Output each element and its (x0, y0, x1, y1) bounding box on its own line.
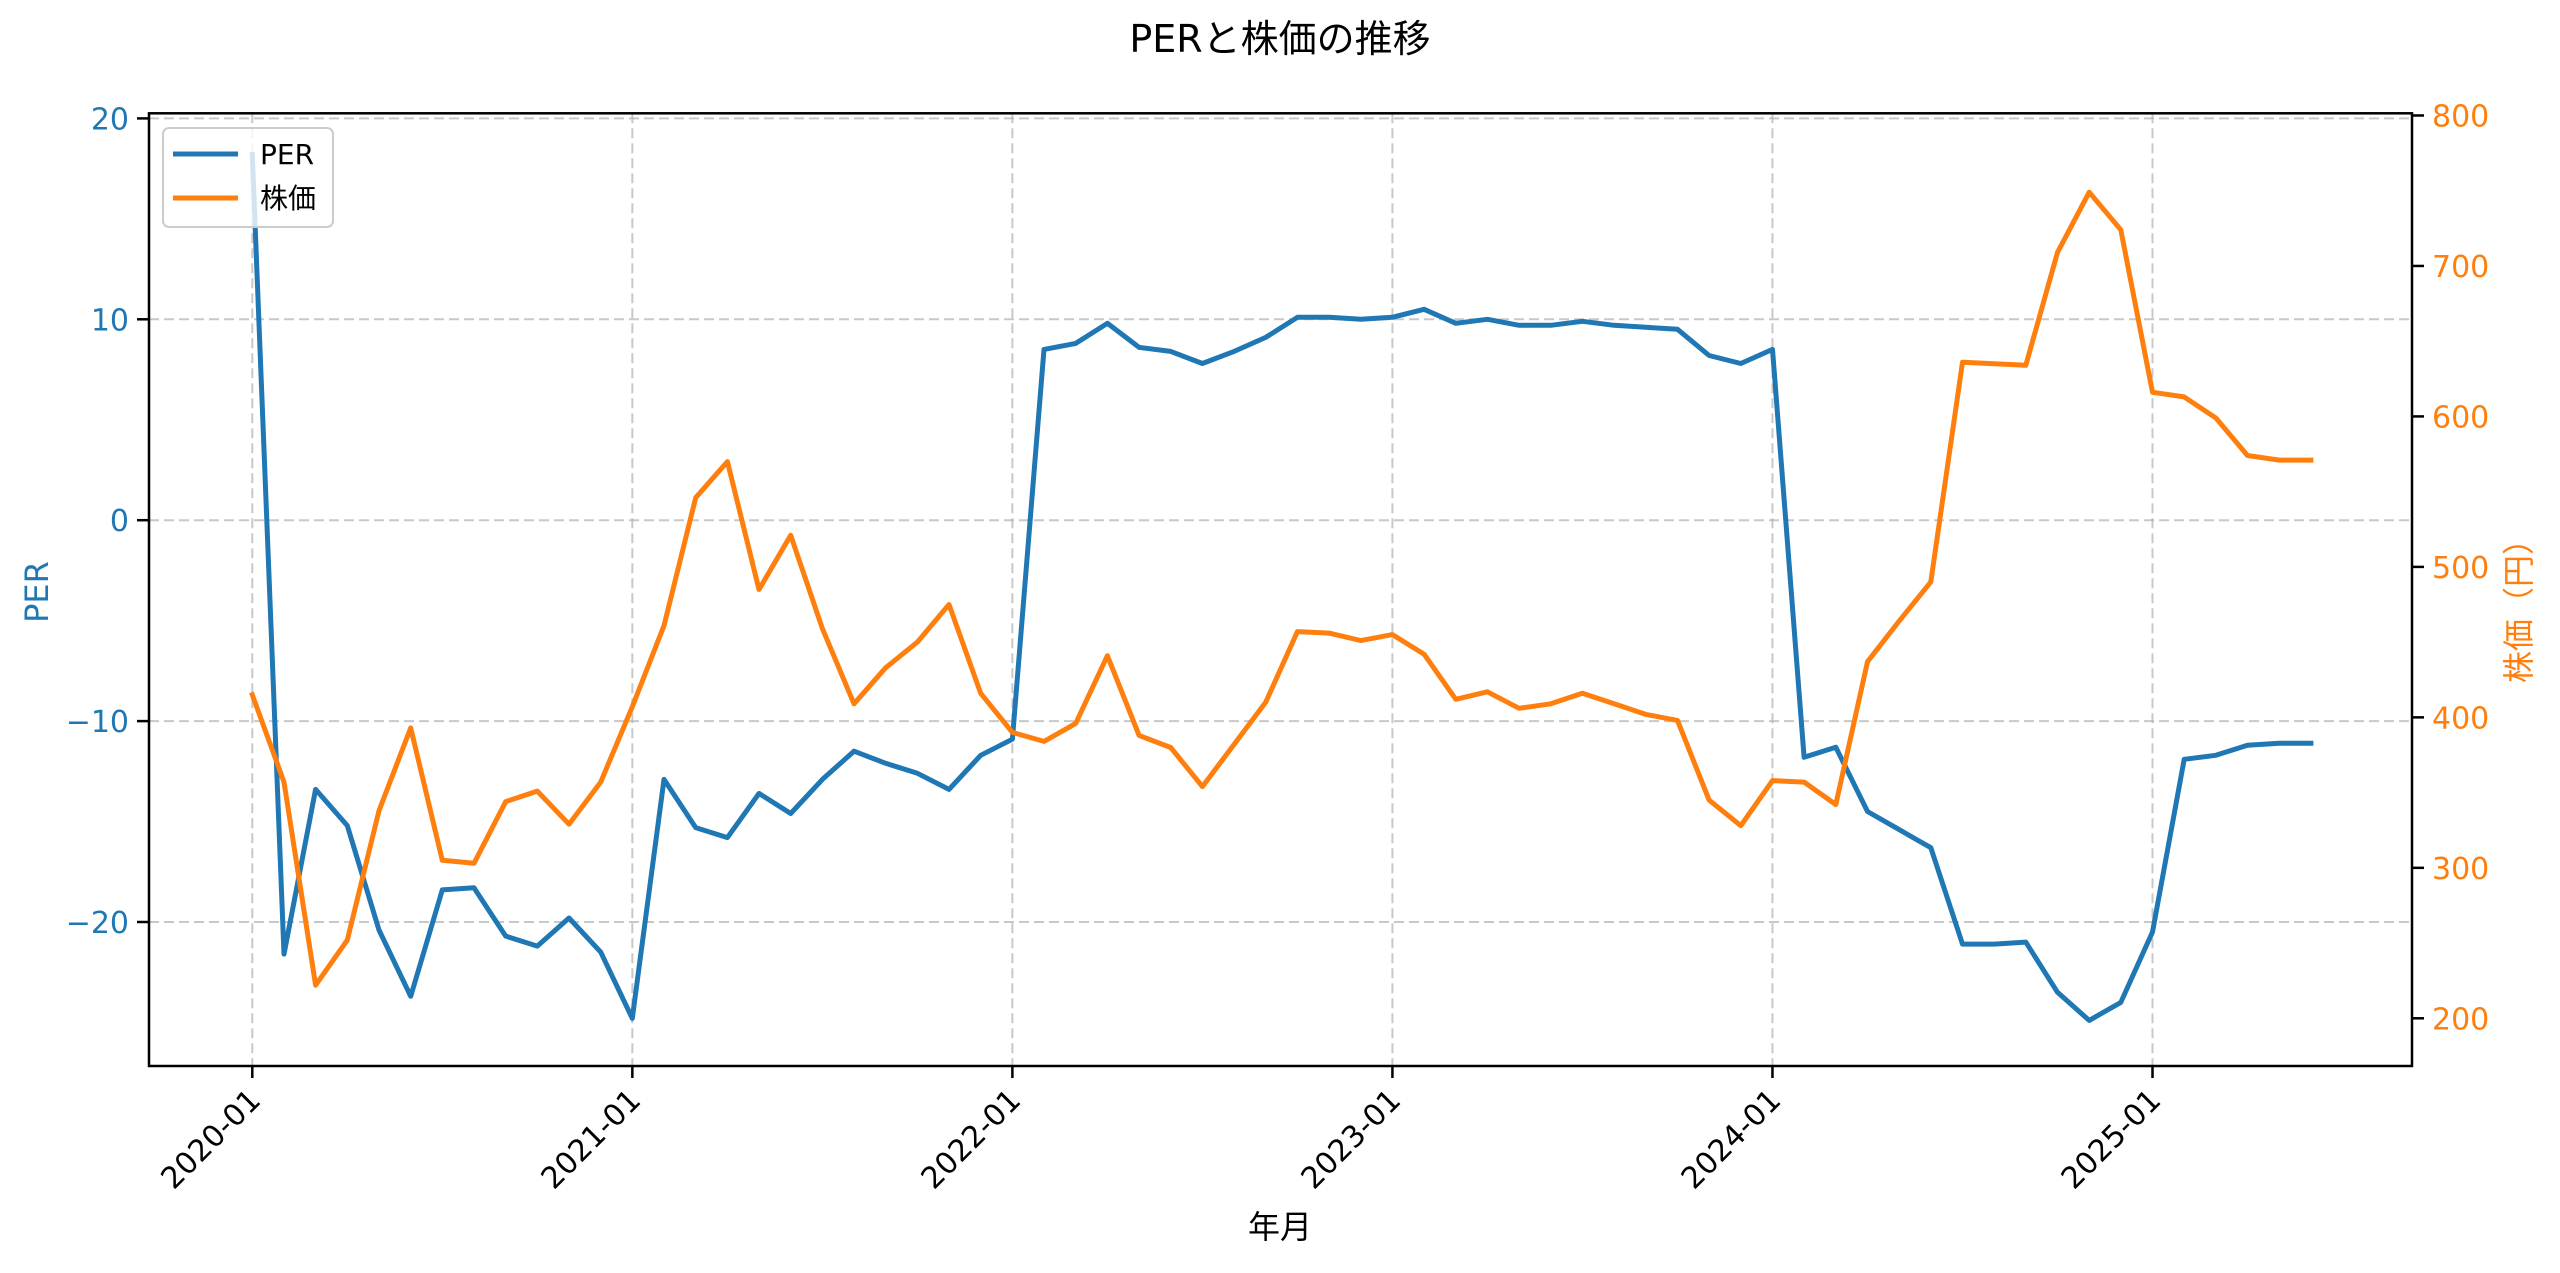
x-axis-label: 年月 (1248, 1208, 1312, 1246)
chart-title: PERと株価の推移 (1129, 17, 1430, 61)
right-tick-label: 600 (2432, 400, 2489, 435)
x-tick-label: 2025-01 (2055, 1083, 2168, 1196)
legend-label-stock-price: 株価 (260, 182, 316, 215)
plot-area (249, 152, 2314, 1023)
grid (149, 113, 2412, 1066)
per-line (249, 152, 2314, 1023)
right-tick-label: 500 (2432, 551, 2489, 586)
right-tick-label: 400 (2432, 701, 2489, 736)
left-tick-label: 10 (91, 303, 129, 338)
legend-label-per: PER (260, 138, 314, 171)
x-axis: 2020-01 2021-01 2022-01 2023-01 2024-01 2025-… (155, 1066, 2168, 1196)
right-axis-label: 株価（円） (2500, 523, 2538, 683)
x-tick-label: 2020-01 (155, 1083, 268, 1196)
right-tick-label: 300 (2432, 852, 2489, 887)
left-y-axis: 20 10 0 −10 −20 (66, 102, 149, 941)
right-tick-label: 800 (2432, 99, 2489, 134)
right-tick-label: 700 (2432, 250, 2489, 285)
legend: PER 株価 (162, 127, 334, 228)
left-tick-label: 0 (110, 504, 129, 539)
right-y-axis: 800 700 600 500 400 300 200 (2412, 99, 2489, 1037)
left-axis-label: PER (18, 561, 56, 623)
left-tick-label: 20 (91, 102, 129, 137)
x-tick-label: 2021-01 (535, 1083, 648, 1196)
axes-frame (147, 112, 2414, 1068)
stock-price-line (249, 189, 2314, 988)
x-tick-label: 2023-01 (1295, 1083, 1408, 1196)
left-tick-label: −10 (66, 705, 129, 740)
x-tick-label: 2024-01 (1675, 1083, 1788, 1196)
left-tick-label: −20 (66, 906, 129, 941)
x-tick-label: 2022-01 (915, 1083, 1028, 1196)
right-tick-label: 200 (2432, 1002, 2489, 1037)
